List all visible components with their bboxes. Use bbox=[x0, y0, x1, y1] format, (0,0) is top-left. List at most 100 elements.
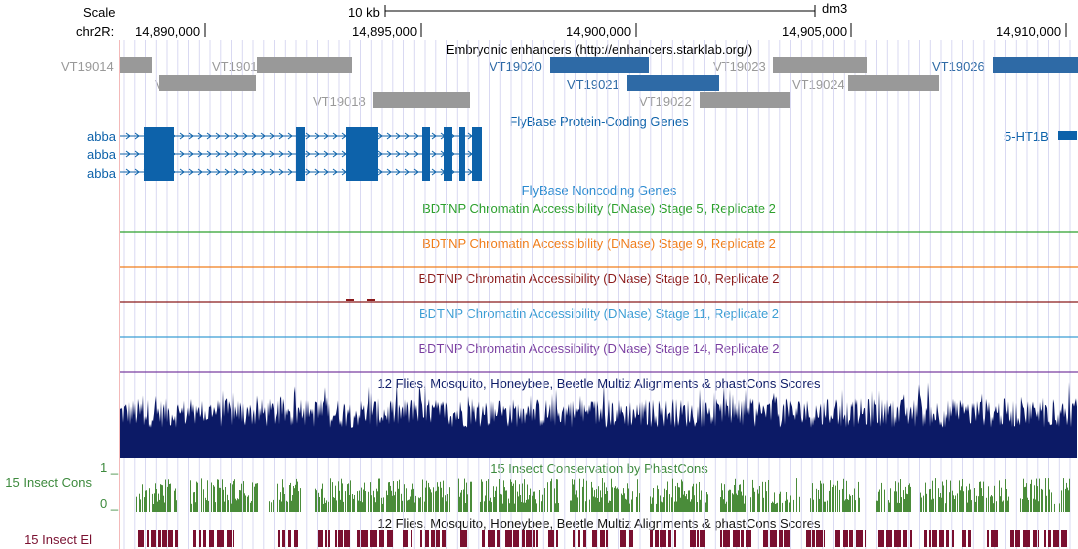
conserved-element bbox=[886, 530, 892, 547]
exon bbox=[459, 145, 465, 163]
cons-bar bbox=[1066, 482, 1067, 512]
cons-bar bbox=[993, 503, 994, 512]
enhancer-label[interactable]: VT19023 bbox=[713, 59, 766, 74]
cons-bar bbox=[612, 487, 613, 512]
dnase-stage9-title[interactable]: BDTNP Chromatin Accessibility (DNase) St… bbox=[422, 236, 776, 251]
cons-bar bbox=[503, 480, 504, 512]
cons-bar bbox=[732, 493, 733, 512]
transcript-label[interactable]: abba bbox=[87, 166, 116, 181]
exon bbox=[144, 127, 174, 181]
cons-bar bbox=[771, 503, 772, 512]
cons-bar bbox=[490, 497, 491, 512]
cons-bar bbox=[1054, 503, 1055, 512]
enhancer-label[interactable]: VT19016 bbox=[155, 77, 208, 92]
cons-bar bbox=[906, 493, 907, 512]
conserved-element bbox=[193, 530, 196, 547]
cons-bar bbox=[959, 480, 960, 512]
cons-bar bbox=[876, 500, 877, 512]
cons-bar bbox=[362, 502, 363, 512]
dnase-stage5-title[interactable]: BDTNP Chromatin Accessibility (DNase) St… bbox=[422, 201, 776, 216]
conserved-element bbox=[288, 530, 291, 547]
cons-bar bbox=[486, 480, 487, 512]
cons-bar bbox=[1035, 499, 1036, 512]
enhancer-label[interactable]: VT19014 bbox=[61, 59, 114, 74]
conserved-element bbox=[650, 530, 653, 547]
enhancer-label[interactable]: VT19018 bbox=[313, 94, 366, 109]
cons-bar bbox=[458, 478, 459, 512]
insect-el-side-label[interactable]: 15 Insect El bbox=[24, 532, 92, 547]
exon bbox=[472, 127, 482, 145]
conserved-element bbox=[655, 530, 659, 547]
cons-bar bbox=[219, 487, 220, 512]
cons-bar bbox=[420, 497, 421, 512]
strand-arrow bbox=[269, 150, 275, 158]
cons-bar bbox=[879, 489, 880, 512]
conserved-element bbox=[816, 530, 823, 547]
cons-bar bbox=[631, 499, 632, 512]
cons-bar bbox=[855, 500, 856, 512]
dnase-stage14-title[interactable]: BDTNP Chromatin Accessibility (DNase) St… bbox=[418, 341, 780, 356]
cons-bar bbox=[818, 490, 819, 512]
multiz-track-title[interactable]: 12 Flies, Mosquito, Honeybee, Beetle Mul… bbox=[377, 376, 821, 391]
enhancer-label[interactable]: VT19026 bbox=[932, 59, 985, 74]
conserved-element bbox=[987, 530, 989, 547]
multiz2-track-title[interactable]: 12 Flies, Mosquito, Honeybee, Beetle Mul… bbox=[377, 516, 821, 531]
strand-arrow bbox=[386, 150, 392, 158]
cons-bar bbox=[657, 485, 658, 512]
cons-bar bbox=[974, 488, 975, 512]
cons-bar bbox=[237, 498, 238, 512]
enhancer-box bbox=[627, 75, 719, 91]
noncoding-genes-track-title[interactable]: FlyBase Noncoding Genes bbox=[521, 183, 677, 198]
cons-bar bbox=[782, 502, 783, 512]
cons-bar bbox=[852, 495, 853, 512]
cons-bar bbox=[155, 483, 156, 512]
exon bbox=[459, 127, 465, 145]
transcript-label[interactable]: abba bbox=[87, 147, 116, 162]
cons-bar bbox=[650, 496, 651, 512]
exon bbox=[422, 145, 430, 163]
conserved-element bbox=[1044, 530, 1046, 547]
transcript-label[interactable]: abba bbox=[87, 129, 116, 144]
cons-bar bbox=[190, 480, 191, 512]
cons-bar bbox=[152, 493, 153, 512]
cons-bar bbox=[494, 497, 495, 512]
conserved-element bbox=[513, 530, 519, 547]
cons-bar bbox=[146, 490, 147, 512]
protein-genes-track-title[interactable]: FlyBase Protein-Coding Genes bbox=[509, 114, 689, 129]
dnase-stage10-title[interactable]: BDTNP Chromatin Accessibility (DNase) St… bbox=[418, 271, 780, 286]
cons-bar bbox=[170, 483, 171, 512]
strand-arrow bbox=[152, 150, 158, 158]
strand-arrow bbox=[404, 132, 410, 140]
insect-cons-track-title[interactable]: 15 Insect Conservation by PhastCons bbox=[490, 461, 708, 476]
cons-bar bbox=[330, 478, 331, 512]
conserved-element bbox=[278, 530, 280, 547]
enhancers-track-title[interactable]: Embryonic enhancers (http://enhancers.st… bbox=[445, 42, 753, 57]
cons-bar bbox=[401, 493, 402, 512]
cons-bar bbox=[573, 484, 574, 512]
cons-bar bbox=[740, 484, 741, 512]
cons-bar bbox=[227, 494, 228, 512]
enhancer-label[interactable]: VT19022 bbox=[639, 94, 692, 109]
cons-bar bbox=[627, 483, 628, 512]
conserved-element bbox=[431, 530, 435, 547]
strand-arrow bbox=[350, 168, 356, 176]
strand-arrow bbox=[242, 168, 248, 176]
conserved-element bbox=[411, 530, 412, 547]
cons-bar bbox=[224, 501, 225, 512]
cons-bar bbox=[681, 479, 682, 512]
strand-arrow bbox=[449, 132, 455, 140]
cons-bar bbox=[971, 500, 972, 512]
insect-cons-side-label[interactable]: 15 Insect Cons bbox=[5, 475, 92, 490]
cons-bar bbox=[897, 502, 898, 512]
gene-label-5ht1b[interactable]: 5-HT1B bbox=[1004, 129, 1049, 144]
strand-arrow bbox=[323, 168, 329, 176]
enhancer-label[interactable]: VT19024 bbox=[792, 77, 845, 92]
enhancer-label[interactable]: VT19020 bbox=[489, 59, 542, 74]
enhancer-label[interactable]: VT19017 bbox=[212, 59, 265, 74]
strand-arrow bbox=[215, 168, 221, 176]
cons-bar bbox=[602, 478, 603, 512]
dnase-stage11-title[interactable]: BDTNP Chromatin Accessibility (DNase) St… bbox=[418, 306, 780, 321]
enhancer-label[interactable]: VT19021 bbox=[567, 77, 620, 92]
cons-bar bbox=[413, 488, 414, 512]
